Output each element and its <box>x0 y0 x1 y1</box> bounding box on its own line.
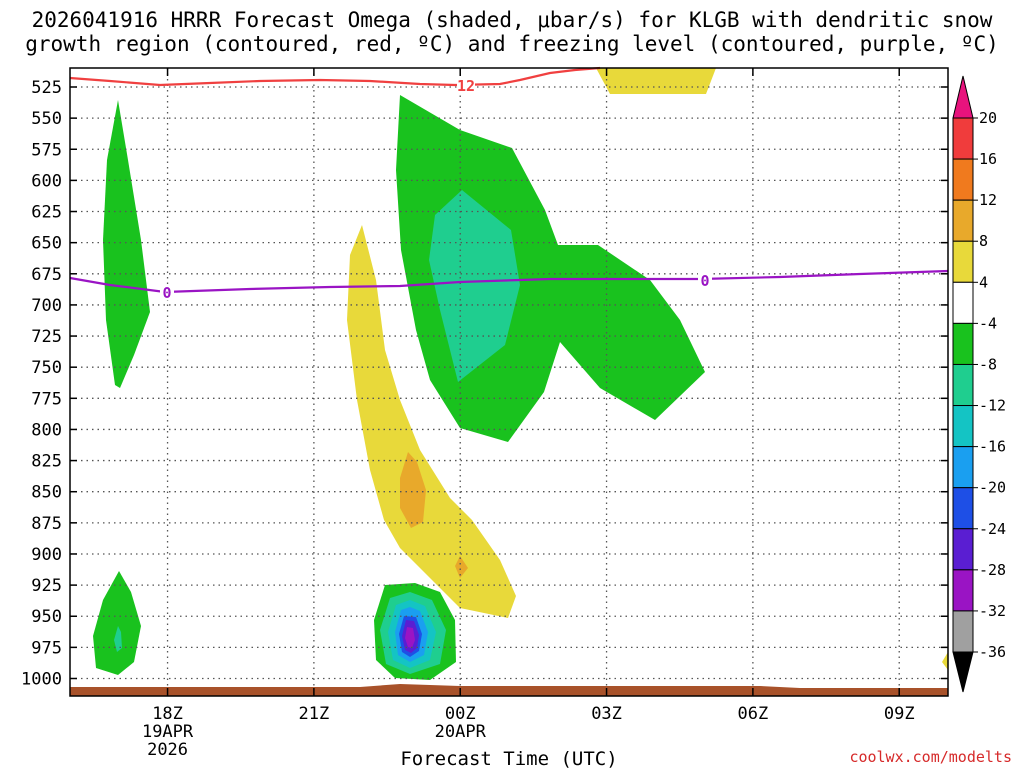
gridlines <box>70 68 948 696</box>
colorbar-label: -36 <box>979 643 1006 661</box>
colorbar-label: 20 <box>979 109 997 127</box>
freezing-contour-label-1: 0 <box>162 284 171 302</box>
y-tick-label: 625 <box>31 203 62 223</box>
colorbar-label: 16 <box>979 150 997 168</box>
x-axis-label: Forecast Time (UTC) <box>400 748 617 768</box>
colorbar-swatch <box>952 322 974 365</box>
colorbar-swatch <box>952 610 974 653</box>
credit-link[interactable]: coolwx.com/modelts <box>849 748 1012 766</box>
colorbar-swatch <box>952 528 974 571</box>
colorbar-swatch <box>952 240 974 283</box>
x-tick-date-label: 19APR <box>142 722 194 742</box>
colorbar-label: -28 <box>979 561 1006 579</box>
y-tick-label: 700 <box>31 296 62 316</box>
y-axis: 525 550 575 600 625 650 675 700 725 750 775 800 825 8… <box>21 78 948 690</box>
colorbar-label: -24 <box>979 520 1006 538</box>
omega-region-pos4-upper-right <box>596 68 716 94</box>
y-tick-label: 1000 <box>21 670 62 690</box>
x-tick-date-label: 20APR <box>435 722 487 742</box>
chart-title: 2026041916 HRRR Forecast Omega (shaded, … <box>0 8 1024 56</box>
y-tick-label: 950 <box>31 607 62 627</box>
colorbar-label: -16 <box>979 438 1006 456</box>
colorbar-swatch <box>952 569 974 612</box>
x-tick-label: 03Z <box>591 704 622 724</box>
colorbar: 20 16 12 8 4 -4 -8 -12 -16 -20 -24 -28 -32 -36 <box>952 75 1006 693</box>
colorbar-label: -8 <box>979 355 997 373</box>
y-tick-label: 925 <box>31 576 62 596</box>
x-tick-label: 06Z <box>738 704 769 724</box>
ground-surface <box>70 684 948 696</box>
x-tick-label: 21Z <box>299 704 330 724</box>
omega-region-neg8-center <box>429 190 520 382</box>
y-tick-label: 850 <box>31 483 62 503</box>
colorbar-swatch <box>952 487 974 530</box>
x-tick-label: 09Z <box>884 704 915 724</box>
colorbar-label: 4 <box>979 273 988 291</box>
y-tick-label: 825 <box>31 452 62 472</box>
freezing-label-bg-2 <box>698 272 712 288</box>
y-tick-label: 800 <box>31 420 62 440</box>
y-tick-label: 525 <box>31 78 62 98</box>
y-tick-label: 875 <box>31 514 62 534</box>
omega-region-neg4-left-column <box>103 100 150 388</box>
y-tick-label: 775 <box>31 389 62 409</box>
y-tick-label: 575 <box>31 140 62 160</box>
colorbar-label: -12 <box>979 397 1006 415</box>
y-tick-label: 650 <box>31 234 62 254</box>
colorbar-bottom-arrow <box>952 651 974 693</box>
y-tick-label: 725 <box>31 327 62 347</box>
y-tick-label: 600 <box>31 171 62 191</box>
colorbar-swatch <box>952 199 974 242</box>
title-line-2: growth region (contoured, red, ºC) and f… <box>25 32 999 56</box>
omega-region-pos4-center <box>347 225 516 618</box>
colorbar-swatch <box>952 281 974 324</box>
colorbar-swatch <box>952 405 974 448</box>
omega-shading <box>93 68 948 680</box>
colorbar-label: 8 <box>979 232 988 250</box>
plot-frame <box>69 67 949 697</box>
y-tick-label: 750 <box>31 358 62 378</box>
colorbar-label: -32 <box>979 602 1006 620</box>
omega-region-pos8-center <box>400 452 426 528</box>
dgz-contour-line <box>69 66 601 87</box>
y-tick-label: 900 <box>31 545 62 565</box>
dgz-label-bg <box>457 76 475 94</box>
colorbar-swatch <box>952 446 974 489</box>
colorbar-top-arrow <box>952 75 974 119</box>
colorbar-label: -4 <box>979 314 997 332</box>
colorbar-label: 12 <box>979 191 997 209</box>
colorbar-swatch <box>952 363 974 407</box>
x-tick-year-label: 2026 <box>147 740 188 760</box>
omega-region-neg4-lower-left <box>93 571 141 675</box>
colorbar-swatch <box>952 158 974 201</box>
colorbar-label: -20 <box>979 479 1006 497</box>
dgz-contour-label: 12 <box>457 77 475 95</box>
y-tick-label: 975 <box>31 638 62 658</box>
title-line-1: 2026041916 HRRR Forecast Omega (shaded, … <box>31 8 993 32</box>
freezing-label-bg-1 <box>160 284 174 300</box>
x-tick-label: 18Z <box>152 704 183 724</box>
y-tick-label: 550 <box>31 109 62 129</box>
x-tick-label: 00Z <box>445 704 476 724</box>
omega-region-neg28 <box>405 627 415 648</box>
y-tick-label: 675 <box>31 265 62 285</box>
omega-region-pos8-small <box>455 556 468 578</box>
omega-region-pos4-right-edge <box>942 652 948 670</box>
omega-region-neg8-lower-left <box>114 626 122 652</box>
freezing-contour-label-2: 0 <box>700 272 709 290</box>
colorbar-swatch <box>952 117 974 160</box>
